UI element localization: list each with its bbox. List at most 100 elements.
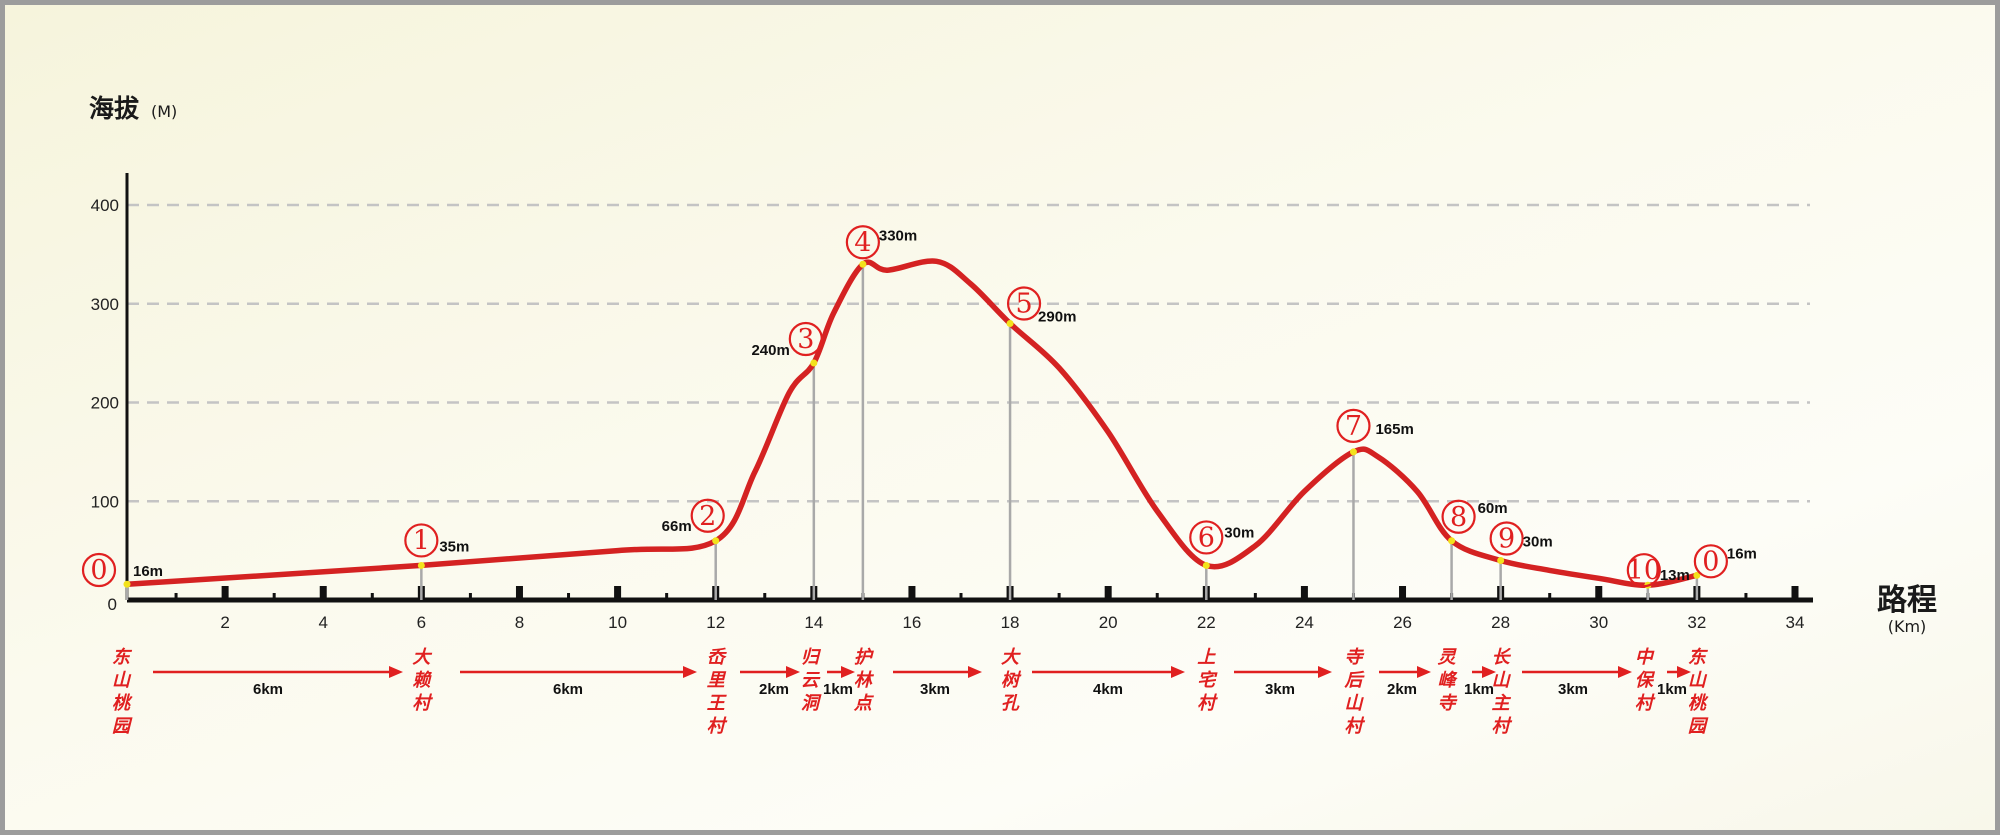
x-tick-major bbox=[319, 586, 327, 600]
waypoint-marker bbox=[1202, 561, 1210, 569]
y-axis-unit: (M) bbox=[151, 102, 177, 121]
waypoint-number: 5 bbox=[1015, 289, 1032, 320]
y-tick-label: 300 bbox=[91, 295, 119, 314]
place-name: 中保村 bbox=[1635, 647, 1656, 714]
x-tick-label: 16 bbox=[902, 613, 921, 632]
x-tick-label: 22 bbox=[1197, 613, 1216, 632]
x-tick-label: 18 bbox=[1001, 613, 1020, 632]
x-tick-label: 4 bbox=[319, 613, 328, 632]
waypoint-number: 8 bbox=[1450, 502, 1467, 533]
x-tick-major bbox=[1104, 586, 1112, 600]
waypoint-badge bbox=[1336, 408, 1371, 443]
elevation-label: 16m bbox=[133, 563, 163, 580]
waypoint-badge bbox=[1489, 521, 1524, 556]
elevation-label: 35m bbox=[439, 538, 469, 555]
elevation-label: 30m bbox=[1523, 534, 1553, 551]
waypoint-number: 9 bbox=[1498, 524, 1515, 555]
waypoint-marker bbox=[417, 561, 425, 569]
x-tick-label: 14 bbox=[804, 613, 823, 632]
waypoint-badge bbox=[845, 225, 880, 260]
x-tick-label: 28 bbox=[1491, 613, 1510, 632]
arrow-head bbox=[1318, 666, 1332, 678]
place-name: 灵峰寺 bbox=[1438, 647, 1459, 714]
x-tick-minor bbox=[1057, 593, 1061, 600]
x-tick-label: 32 bbox=[1687, 613, 1706, 632]
waypoint-marker bbox=[1497, 557, 1505, 564]
x-tick-minor bbox=[1155, 593, 1159, 600]
y-tick-label: 0 bbox=[108, 595, 117, 614]
arrow-head bbox=[389, 666, 403, 678]
elevation-label: 13m bbox=[1660, 567, 1690, 584]
x-tick-label: 6 bbox=[417, 613, 426, 632]
place-name: 归云洞 bbox=[801, 647, 822, 714]
x-tick-major bbox=[614, 586, 622, 600]
y-tick-label: 400 bbox=[91, 196, 119, 215]
segment-distance: 1km bbox=[1657, 681, 1687, 698]
segment-distance: 3km bbox=[1265, 681, 1295, 698]
elevation-label: 30m bbox=[1224, 524, 1254, 541]
waypoint-number: 2 bbox=[699, 501, 716, 532]
waypoint-badge bbox=[404, 523, 439, 558]
waypoint-marker bbox=[123, 580, 131, 588]
arrow-head bbox=[1482, 666, 1496, 678]
elevation-label: 16m bbox=[1727, 545, 1757, 562]
arrow-head bbox=[1417, 666, 1431, 678]
arrow-head bbox=[1618, 666, 1632, 678]
place-name: 岙里王村 bbox=[707, 647, 728, 737]
x-tick-minor bbox=[1548, 593, 1552, 600]
waypoint-badge bbox=[1441, 499, 1476, 534]
place-name: 寺后山村 bbox=[1343, 647, 1365, 737]
waypoint-number: 6 bbox=[1198, 522, 1215, 553]
place-name: 大赖村 bbox=[412, 647, 433, 714]
y-tick-label: 200 bbox=[91, 394, 119, 413]
waypoint-badge bbox=[788, 321, 823, 357]
waypoint-number: 0 bbox=[1702, 546, 1719, 577]
x-tick-major bbox=[1791, 586, 1799, 600]
segment-distance: 1km bbox=[1464, 681, 1494, 698]
x-tick-major bbox=[1300, 586, 1308, 600]
x-axis-title: 路程 bbox=[1877, 583, 1937, 618]
waypoint-marker bbox=[810, 359, 818, 367]
segment-distance: 4km bbox=[1093, 681, 1123, 698]
arrow-head bbox=[1171, 666, 1185, 678]
segment-distance: 2km bbox=[1387, 681, 1417, 698]
place-name: 上宅村 bbox=[1197, 647, 1218, 714]
place-name: 长山主村 bbox=[1492, 647, 1513, 737]
arrow-head bbox=[786, 666, 800, 678]
waypoint-marker bbox=[859, 260, 867, 268]
x-tick-major bbox=[1595, 586, 1603, 600]
x-tick-label: 20 bbox=[1099, 613, 1118, 632]
place-name: 护林点 bbox=[853, 647, 875, 714]
waypoint-number: 7 bbox=[1345, 411, 1362, 442]
x-tick-minor bbox=[468, 593, 472, 600]
place-name: 东山桃园 bbox=[112, 647, 133, 737]
arrow-head bbox=[968, 666, 982, 678]
x-tick-major bbox=[221, 586, 229, 600]
x-tick-label: 24 bbox=[1295, 613, 1314, 632]
x-tick-major bbox=[908, 586, 916, 600]
segment-distance: 1km bbox=[823, 681, 853, 698]
waypoint-number: 1 bbox=[413, 525, 430, 556]
y-tick-label: 100 bbox=[91, 492, 119, 511]
elevation-label: 60m bbox=[1478, 500, 1508, 517]
waypoint-badge bbox=[81, 552, 117, 588]
x-tick-major bbox=[1399, 586, 1407, 600]
place-name: 大树孔 bbox=[1001, 647, 1022, 714]
waypoint-number: 3 bbox=[797, 324, 814, 355]
x-tick-minor bbox=[665, 593, 669, 600]
x-tick-minor bbox=[272, 593, 276, 600]
elevation-label: 240m bbox=[751, 342, 789, 359]
waypoint-number: 4 bbox=[854, 227, 871, 258]
x-axis-unit: (Km) bbox=[1888, 617, 1927, 636]
arrow-head bbox=[1677, 666, 1691, 678]
waypoint-badge bbox=[1006, 286, 1042, 321]
elevation-label: 66m bbox=[662, 518, 692, 535]
x-tick-label: 30 bbox=[1589, 613, 1608, 632]
waypoint-marker bbox=[1448, 537, 1456, 545]
elevation-label: 330m bbox=[879, 227, 917, 244]
x-tick-minor bbox=[1744, 593, 1748, 600]
segment-distance: 3km bbox=[920, 681, 950, 698]
x-tick-label: 34 bbox=[1786, 613, 1805, 632]
